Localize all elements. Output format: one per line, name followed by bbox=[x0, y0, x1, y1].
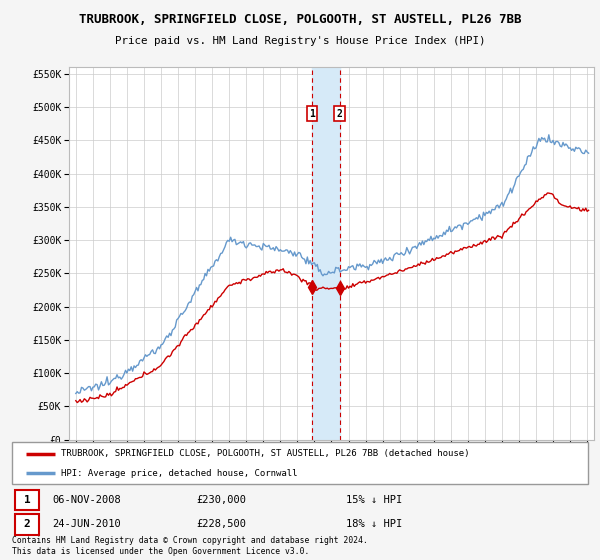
Text: TRUBROOK, SPRINGFIELD CLOSE, POLGOOTH, ST AUSTELL, PL26 7BB: TRUBROOK, SPRINGFIELD CLOSE, POLGOOTH, S… bbox=[79, 13, 521, 26]
Text: 2: 2 bbox=[23, 520, 31, 529]
Text: 1: 1 bbox=[309, 109, 315, 119]
Text: Price paid vs. HM Land Registry's House Price Index (HPI): Price paid vs. HM Land Registry's House … bbox=[115, 36, 485, 46]
Text: 24-JUN-2010: 24-JUN-2010 bbox=[52, 520, 121, 529]
Text: TRUBROOK, SPRINGFIELD CLOSE, POLGOOTH, ST AUSTELL, PL26 7BB (detached house): TRUBROOK, SPRINGFIELD CLOSE, POLGOOTH, S… bbox=[61, 449, 469, 458]
Text: 2: 2 bbox=[337, 109, 343, 119]
FancyBboxPatch shape bbox=[12, 442, 588, 484]
FancyBboxPatch shape bbox=[15, 514, 39, 535]
Text: 15% ↓ HPI: 15% ↓ HPI bbox=[346, 496, 403, 505]
Text: 06-NOV-2008: 06-NOV-2008 bbox=[52, 496, 121, 505]
Text: 1: 1 bbox=[23, 496, 31, 505]
Text: HPI: Average price, detached house, Cornwall: HPI: Average price, detached house, Corn… bbox=[61, 469, 298, 478]
Bar bbox=[312, 67, 340, 440]
Text: £230,000: £230,000 bbox=[196, 496, 247, 505]
Text: 18% ↓ HPI: 18% ↓ HPI bbox=[346, 520, 403, 529]
Text: Contains HM Land Registry data © Crown copyright and database right 2024.
This d: Contains HM Land Registry data © Crown c… bbox=[12, 536, 368, 556]
Text: £228,500: £228,500 bbox=[196, 520, 247, 529]
FancyBboxPatch shape bbox=[15, 490, 39, 511]
